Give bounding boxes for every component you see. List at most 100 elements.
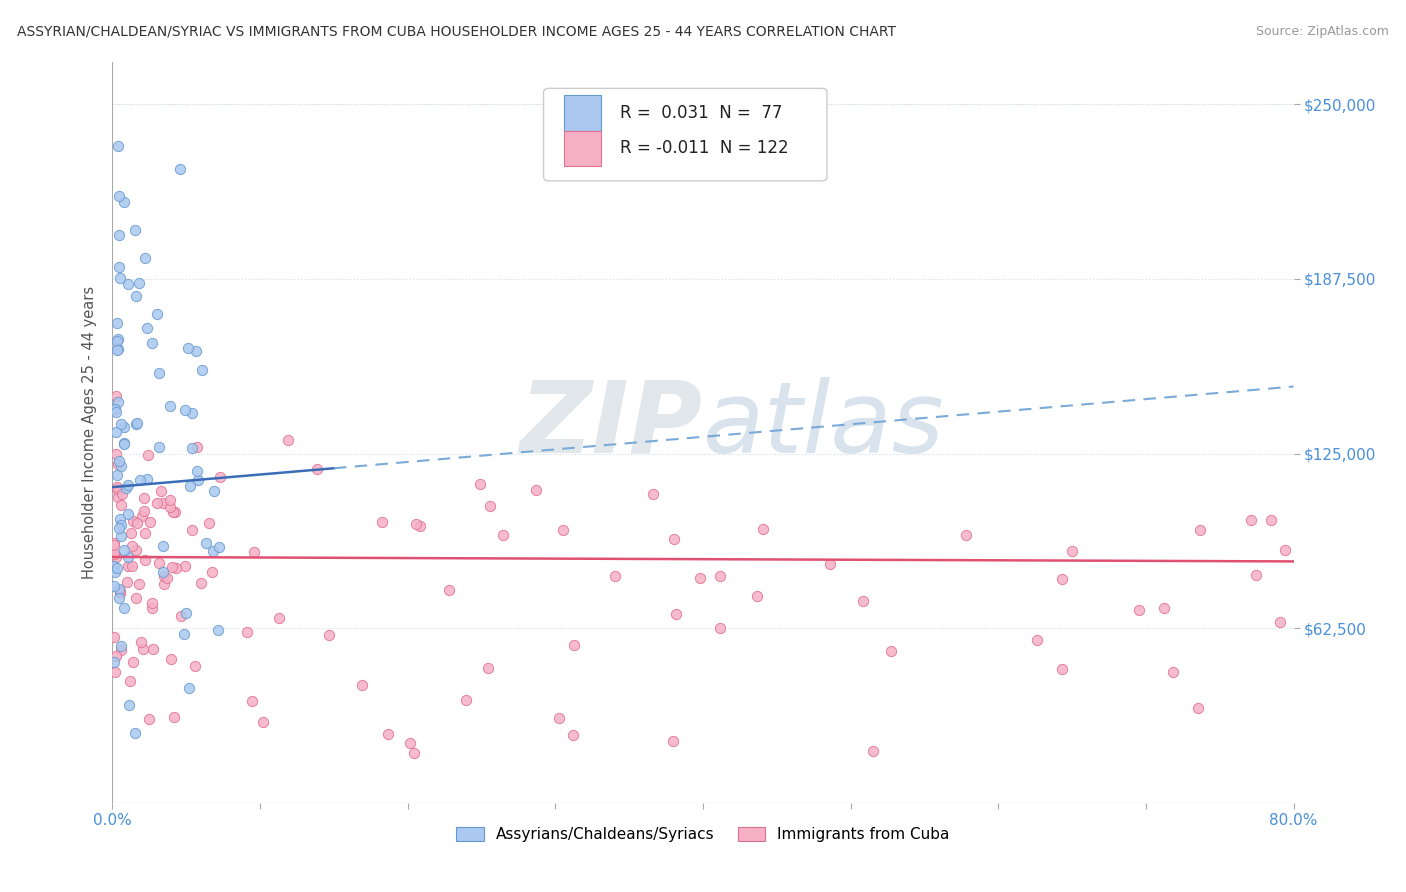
Point: [208, 470, 231, 484]
Text: ZIP: ZIP: [520, 376, 703, 474]
Point: [108, 521, 131, 535]
Point: [439, 583, 461, 598]
Point: [110, 271, 132, 285]
Point: [128, 277, 150, 291]
Point: [1240, 513, 1263, 527]
Point: [149, 483, 172, 498]
Point: [131, 508, 153, 523]
Point: [173, 627, 195, 641]
Point: [110, 517, 132, 532]
Point: [104, 447, 127, 461]
Point: [1153, 601, 1175, 615]
Point: [665, 607, 688, 622]
Point: [207, 623, 229, 637]
Point: [105, 648, 128, 663]
Point: [180, 441, 202, 455]
Point: [152, 565, 174, 579]
Point: [107, 468, 129, 483]
Point: [124, 223, 146, 237]
Point: [153, 569, 176, 583]
Point: [120, 673, 142, 688]
Point: [104, 389, 127, 403]
Point: [125, 543, 148, 558]
Point: [122, 514, 145, 528]
Point: [163, 710, 186, 724]
Point: [156, 571, 179, 585]
Legend: Assyrians/Chaldeans/Syriacs, Immigrants from Cuba: Assyrians/Chaldeans/Syriacs, Immigrants …: [450, 821, 956, 848]
Point: [141, 336, 163, 351]
Point: [492, 528, 515, 542]
Point: [112, 600, 135, 615]
Point: [277, 433, 299, 447]
Point: [104, 665, 127, 679]
Point: [141, 596, 163, 610]
Point: [112, 542, 135, 557]
Point: [398, 736, 420, 750]
Point: [118, 698, 141, 712]
Point: [148, 441, 170, 455]
Point: [454, 692, 477, 706]
Point: [125, 516, 148, 531]
Point: [152, 496, 174, 510]
Point: [1187, 701, 1209, 715]
Text: ASSYRIAN/CHALDEAN/SYRIAC VS IMMIGRANTS FROM CUBA HOUSEHOLDER INCOME AGES 25 - 44: ASSYRIAN/CHALDEAN/SYRIAC VS IMMIGRANTS F…: [17, 25, 896, 39]
Point: [117, 478, 139, 492]
Point: [405, 516, 427, 531]
Point: [132, 641, 155, 656]
Point: [307, 462, 329, 476]
Point: [103, 559, 125, 574]
Point: [173, 402, 195, 417]
Point: [1025, 632, 1047, 647]
Point: [110, 458, 132, 473]
Point: [198, 516, 221, 530]
Point: [186, 344, 208, 359]
Point: [110, 417, 132, 431]
Point: [121, 559, 143, 574]
Point: [240, 694, 263, 708]
Point: [955, 528, 977, 542]
Point: [103, 630, 125, 644]
Point: [108, 260, 131, 275]
Point: [107, 342, 129, 356]
Point: [1050, 572, 1073, 586]
Point: [371, 515, 394, 529]
Point: [131, 635, 153, 649]
Point: [124, 726, 146, 740]
Point: [146, 496, 169, 510]
Point: [195, 536, 218, 550]
Point: [179, 478, 201, 492]
Point: [709, 621, 731, 635]
Point: [186, 440, 208, 454]
Point: [108, 454, 131, 468]
Point: [201, 544, 224, 558]
Point: [115, 575, 138, 590]
Point: [752, 522, 775, 536]
Point: [160, 559, 183, 574]
Point: [242, 545, 264, 559]
Point: [125, 591, 148, 606]
Point: [128, 577, 150, 591]
Point: [1161, 665, 1184, 679]
Point: [152, 539, 174, 553]
Point: [142, 641, 165, 656]
Point: [186, 465, 208, 479]
Point: [202, 484, 225, 499]
Point: [478, 500, 501, 514]
Point: [201, 566, 224, 580]
Y-axis label: Householder Income Ages 25 - 44 years: Householder Income Ages 25 - 44 years: [82, 286, 97, 579]
Point: [135, 472, 157, 486]
Point: [110, 643, 132, 657]
Point: [108, 189, 131, 203]
Point: [662, 734, 685, 748]
Point: [103, 547, 125, 561]
Point: [128, 473, 150, 487]
Point: [108, 586, 131, 600]
Point: [125, 289, 148, 303]
Point: [112, 436, 135, 450]
Point: [148, 556, 170, 570]
Point: [163, 505, 186, 519]
Point: [108, 591, 131, 606]
Point: [1274, 542, 1296, 557]
Point: [404, 746, 426, 760]
Point: [112, 195, 135, 210]
